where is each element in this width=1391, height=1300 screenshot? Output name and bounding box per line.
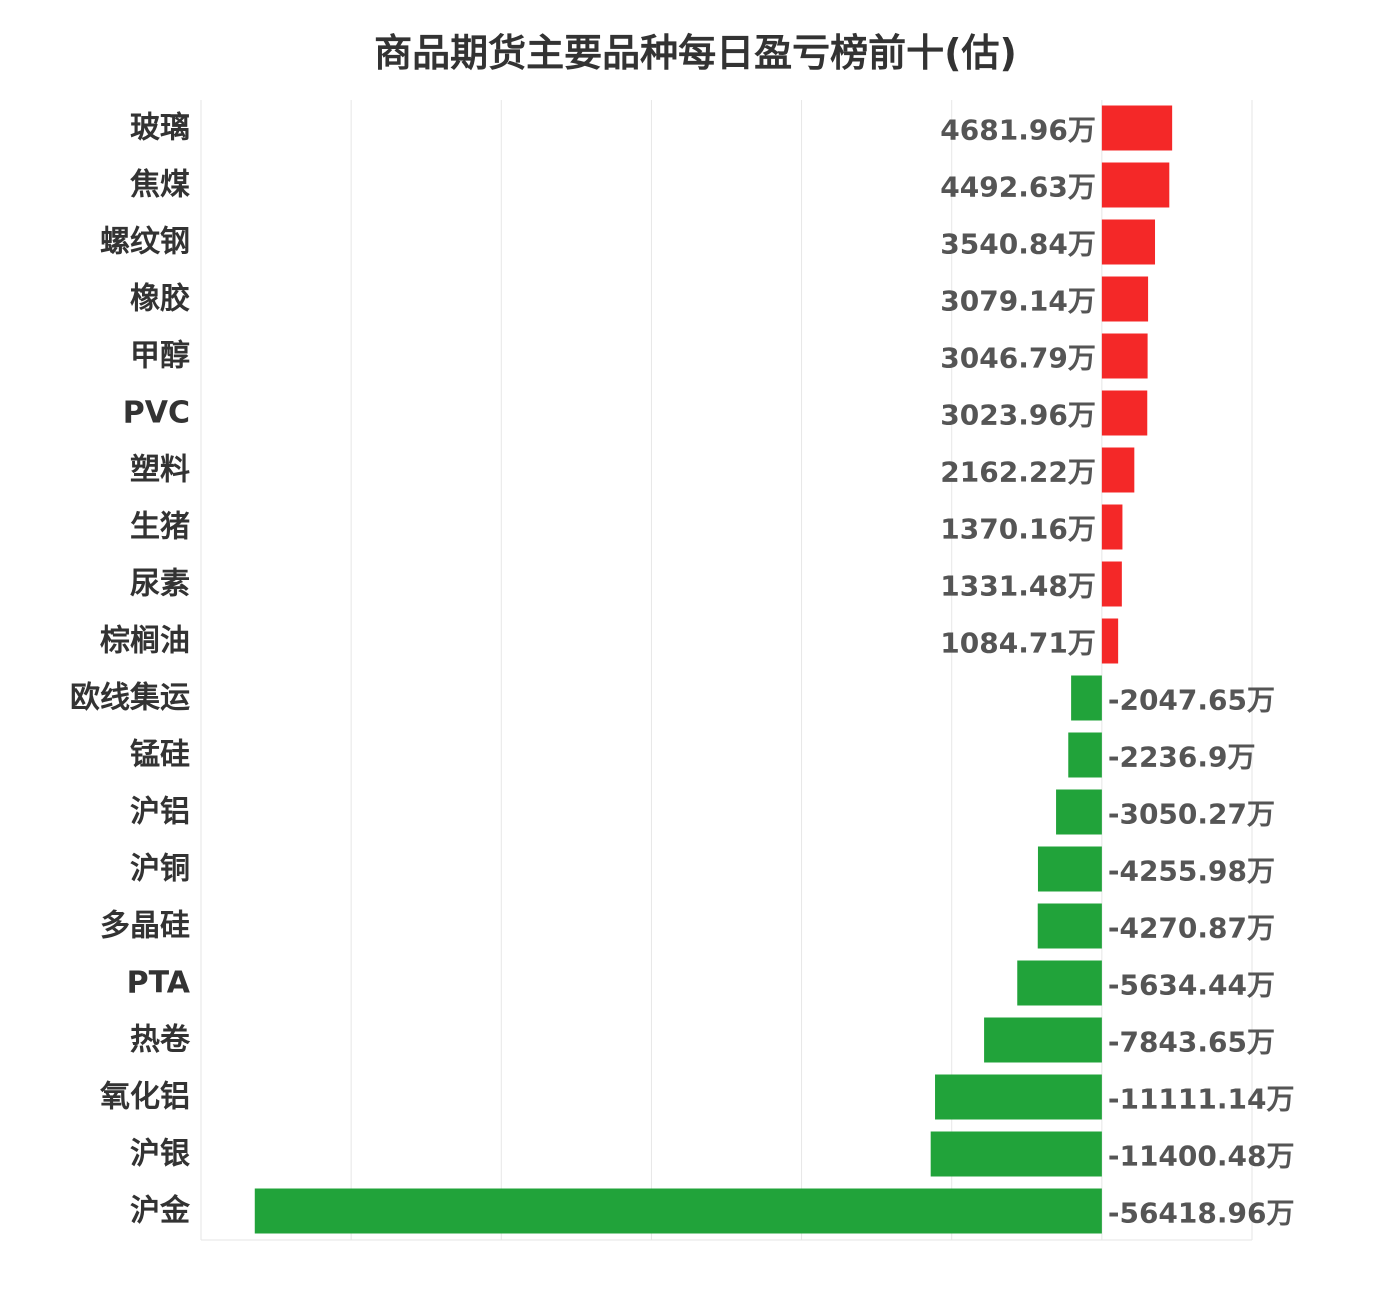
value-label: 1331.48万 [940, 570, 1096, 603]
category-label: 锰硅 [130, 738, 190, 773]
category-label: 橡胶 [130, 282, 190, 317]
value-label: 4681.96万 [940, 114, 1096, 147]
value-label: -56418.96万 [1108, 1197, 1295, 1230]
value-label: -3050.27万 [1108, 798, 1275, 831]
category-label: 热卷 [130, 1023, 191, 1058]
value-label: 1084.71万 [940, 627, 1096, 660]
value-label: 3540.84万 [940, 228, 1096, 261]
value-labels: 4681.96万 4492.63万 3540.84万 3079.14万 3046.79万… [940, 114, 1294, 1230]
value-label: 3023.96万 [940, 399, 1096, 432]
bar [1101, 333, 1148, 379]
value-label: 3046.79万 [940, 342, 1096, 375]
bar [930, 1131, 1102, 1177]
value-label: -11400.48万 [1108, 1140, 1295, 1173]
bar [1068, 732, 1102, 778]
bar [1101, 504, 1123, 550]
category-label: 欧线集运 [70, 681, 190, 716]
bar [1037, 903, 1102, 949]
category-label: 尿素 [130, 567, 190, 602]
value-label: 2162.22万 [940, 456, 1096, 489]
category-label: 沪金 [130, 1194, 191, 1229]
category-label: 玻璃 [130, 111, 190, 146]
category-label: 棕榈油 [100, 624, 190, 659]
category-label: 塑料 [130, 453, 190, 488]
bar [1101, 219, 1156, 265]
value-label: -2236.9万 [1108, 741, 1256, 774]
category-label: 多晶硅 [100, 909, 190, 944]
category-label: 生猪 [130, 510, 190, 545]
bar [1056, 789, 1102, 835]
value-label: -4255.98万 [1108, 855, 1275, 888]
bars [254, 105, 1173, 1234]
bar [1101, 162, 1170, 208]
chart-title: 商品期货主要品种每日盈亏榜前十(估) [374, 31, 1017, 75]
value-label: 1370.16万 [940, 513, 1096, 546]
bar [1017, 960, 1102, 1006]
category-label: 沪铜 [130, 852, 190, 887]
grid-lines [200, 100, 1253, 1241]
value-label: -5634.44万 [1108, 969, 1275, 1002]
value-label: 4492.63万 [940, 171, 1096, 204]
category-label: 沪银 [130, 1137, 190, 1172]
bar [1101, 561, 1122, 607]
category-label: 甲醇 [130, 339, 190, 374]
category-label: 焦煤 [130, 168, 190, 203]
category-label: PTA [127, 966, 191, 1001]
value-label: -11111.14万 [1108, 1083, 1295, 1116]
bar [935, 1074, 1102, 1120]
bar [1037, 846, 1102, 892]
bar [1101, 390, 1148, 436]
bar [1101, 105, 1173, 151]
value-label: -7843.65万 [1108, 1026, 1275, 1059]
category-label: 螺纹钢 [100, 225, 190, 260]
bar [1101, 447, 1135, 493]
value-label: 3079.14万 [940, 285, 1096, 318]
value-label: -2047.65万 [1108, 684, 1275, 717]
value-label: -4270.87万 [1108, 912, 1275, 945]
bar [1101, 618, 1119, 664]
category-label: 沪铝 [130, 795, 190, 830]
category-label: 氧化铝 [100, 1080, 190, 1115]
bar [1071, 675, 1102, 721]
bar [984, 1017, 1102, 1063]
bar [254, 1188, 1102, 1234]
bar [1101, 276, 1149, 322]
category-label: PVC [123, 396, 190, 431]
